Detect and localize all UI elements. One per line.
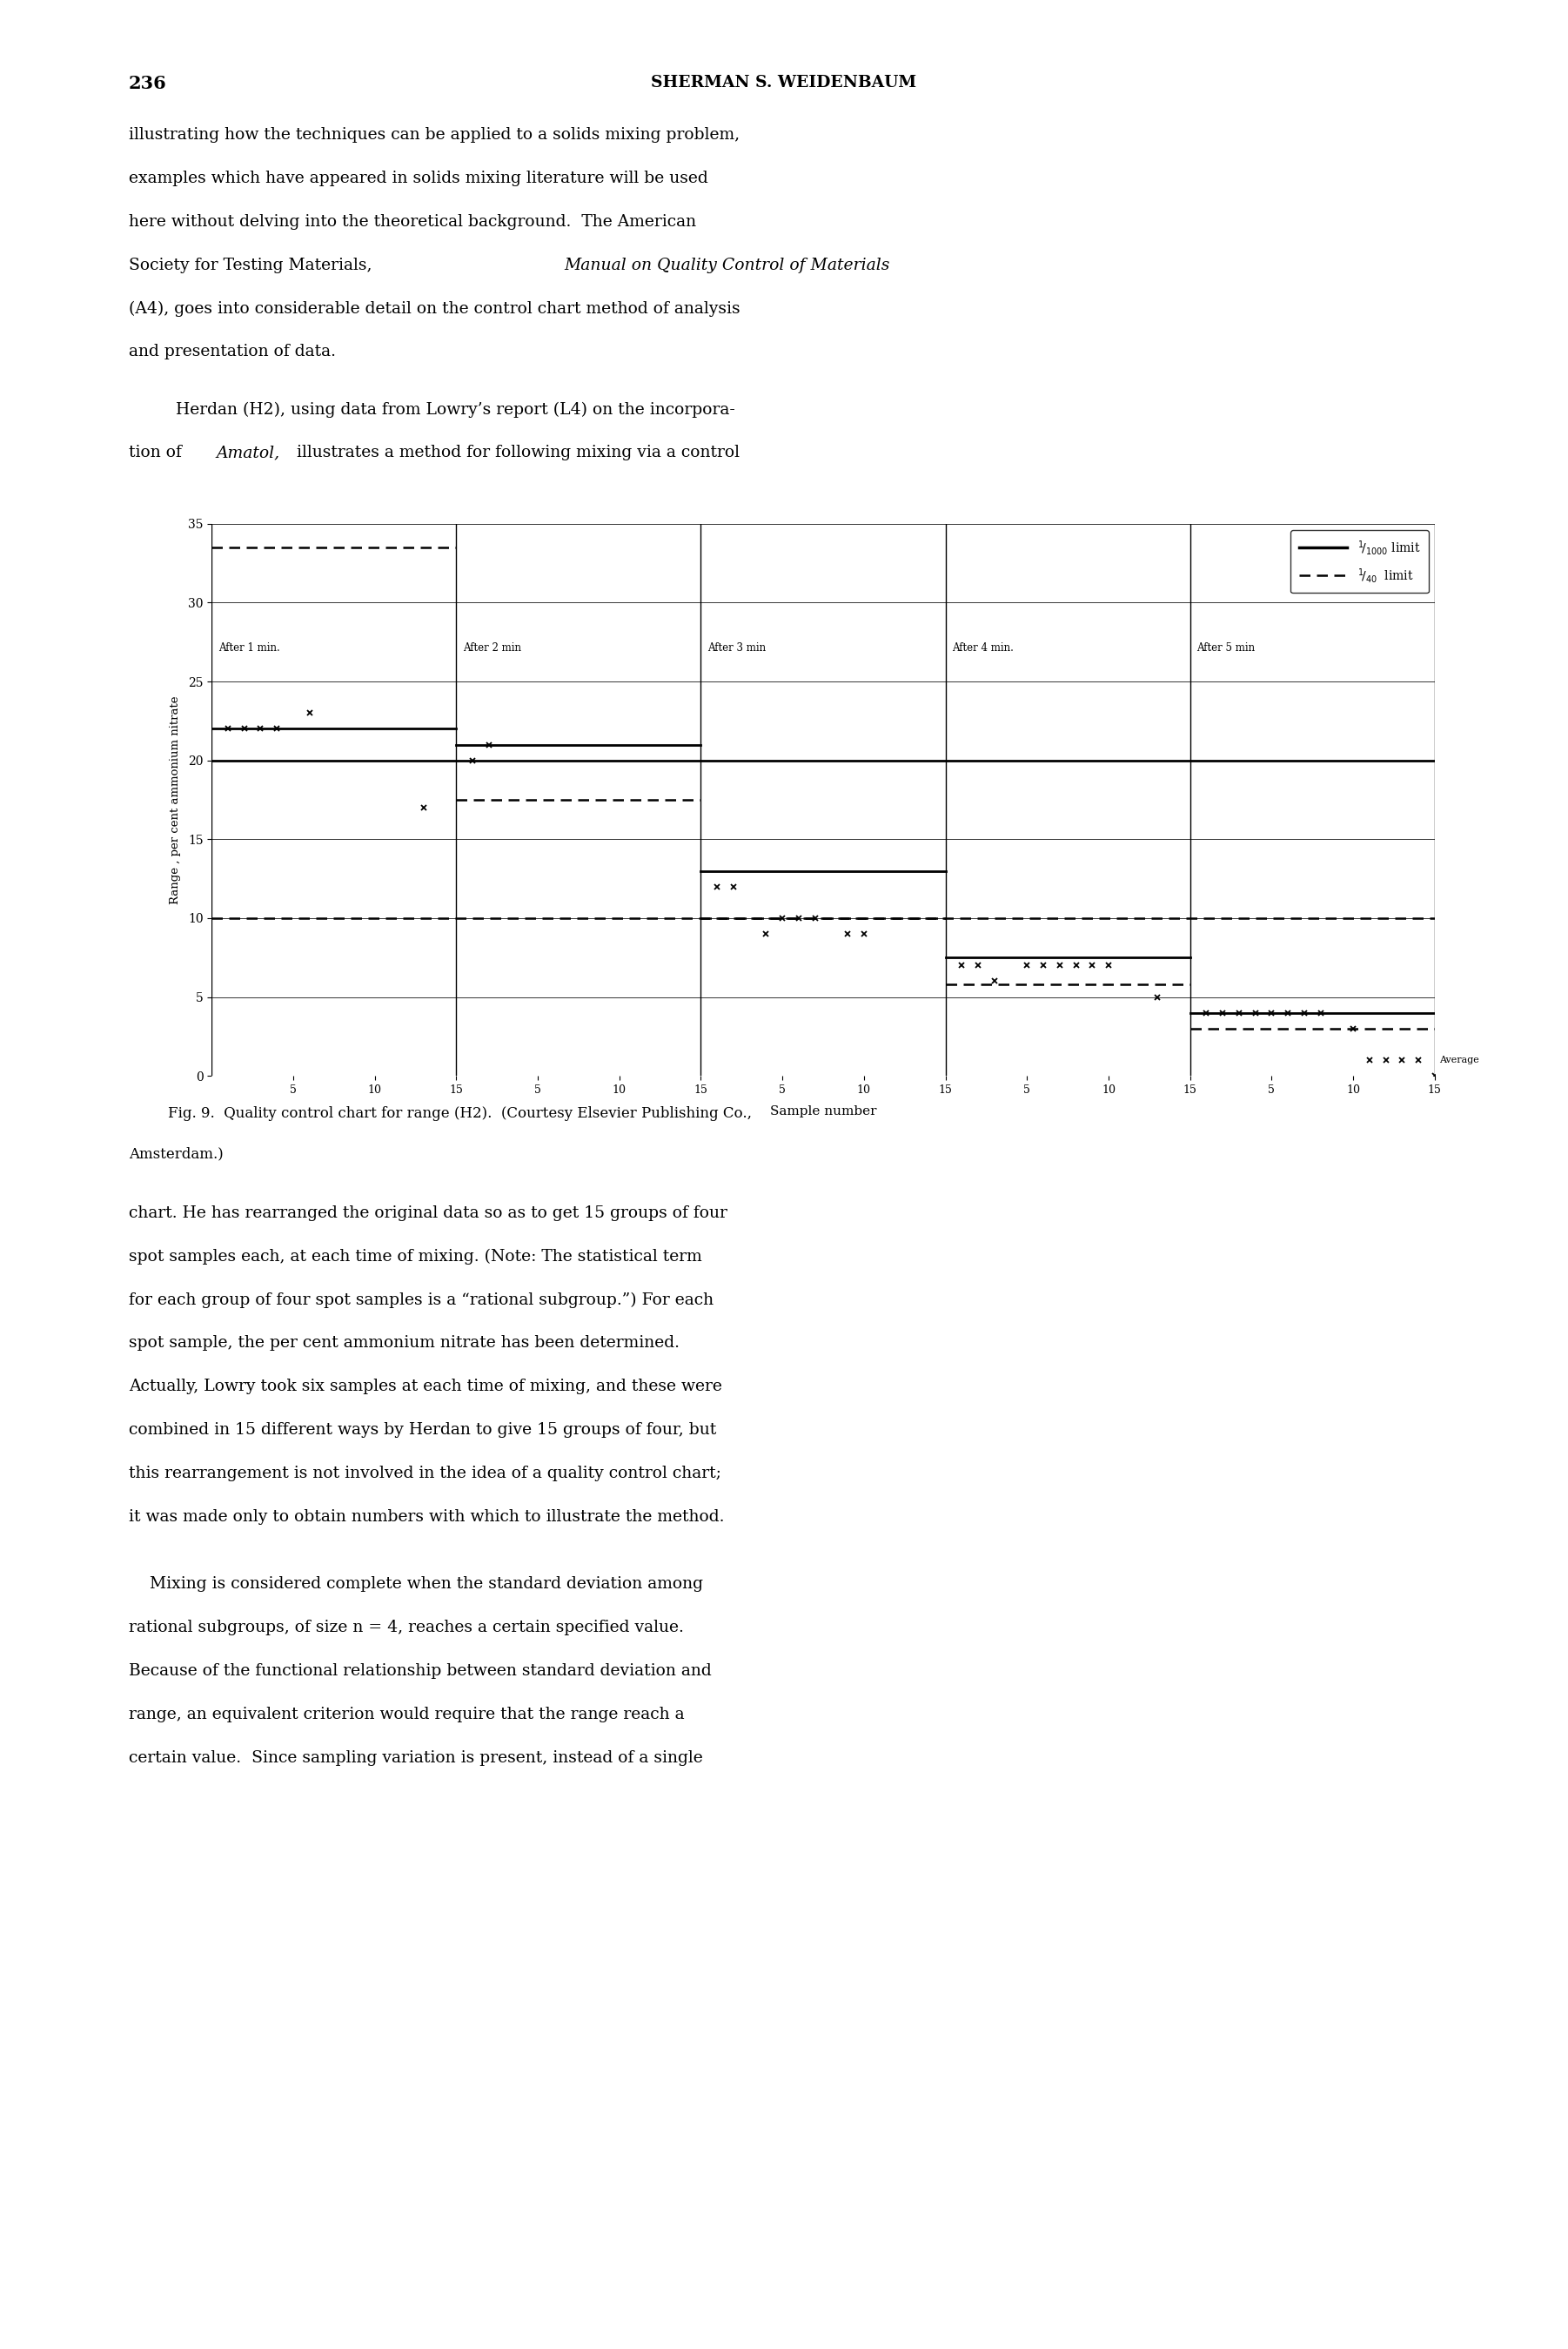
Text: range, an equivalent criterion would require that the range reach a: range, an equivalent criterion would req… [129, 1705, 684, 1722]
Text: Amatol,: Amatol, [216, 446, 281, 460]
Text: Amsterdam.): Amsterdam.) [129, 1146, 223, 1160]
Y-axis label: Range , per cent ammonium nitrate: Range , per cent ammonium nitrate [169, 695, 180, 904]
Text: and presentation of data.: and presentation of data. [129, 345, 336, 359]
Text: After 5 min: After 5 min [1196, 641, 1254, 653]
Text: Average: Average [1439, 1055, 1480, 1064]
Text: After 2 min: After 2 min [463, 641, 521, 653]
Text: After 4 min.: After 4 min. [952, 641, 1013, 653]
Text: for each group of four spot samples is a “rational subgroup.”) For each: for each group of four spot samples is a… [129, 1292, 713, 1308]
Text: spot samples each, at each time of mixing. (Note: The statistical term: spot samples each, at each time of mixin… [129, 1250, 702, 1264]
Text: 236: 236 [129, 75, 166, 92]
Text: Mixing is considered complete when the standard deviation among: Mixing is considered complete when the s… [129, 1576, 702, 1593]
Text: Herdan (H2), using data from Lowry’s report (L4) on the incorpora-: Herdan (H2), using data from Lowry’s rep… [176, 402, 735, 418]
Text: chart. He has rearranged the original data so as to get 15 groups of four: chart. He has rearranged the original da… [129, 1205, 728, 1221]
Text: illustrating how the techniques can be applied to a solids mixing problem,: illustrating how the techniques can be a… [129, 127, 740, 143]
Text: this rearrangement is not involved in the idea of a quality control chart;: this rearrangement is not involved in th… [129, 1466, 721, 1482]
Text: Actually, Lowry took six samples at each time of mixing, and these were: Actually, Lowry took six samples at each… [129, 1379, 721, 1395]
Text: (A4), goes into considerable detail on the control chart method of analysis: (A4), goes into considerable detail on t… [129, 301, 740, 317]
Text: Society for Testing Materials,: Society for Testing Materials, [129, 258, 376, 272]
Text: tion of: tion of [129, 446, 187, 460]
Text: SHERMAN S. WEIDENBAUM: SHERMAN S. WEIDENBAUM [651, 75, 917, 92]
Text: After 1 min.: After 1 min. [218, 641, 279, 653]
Text: spot sample, the per cent ammonium nitrate has been determined.: spot sample, the per cent ammonium nitra… [129, 1334, 679, 1351]
Text: Manual on Quality Control of Materials: Manual on Quality Control of Materials [564, 258, 891, 272]
Text: it was made only to obtain numbers with which to illustrate the method.: it was made only to obtain numbers with … [129, 1508, 724, 1525]
Text: combined in 15 different ways by Herdan to give 15 groups of four, but: combined in 15 different ways by Herdan … [129, 1421, 717, 1438]
Text: After 3 min: After 3 min [707, 641, 765, 653]
Text: examples which have appeared in solids mixing literature will be used: examples which have appeared in solids m… [129, 171, 707, 186]
Text: illustrates a method for following mixing via a control: illustrates a method for following mixin… [292, 446, 740, 460]
Text: certain value.  Since sampling variation is present, instead of a single: certain value. Since sampling variation … [129, 1750, 702, 1766]
Legend: $^{1}\!/_{1000}$ limit, $^{1}\!/_{40}$  limit: $^{1}\!/_{1000}$ limit, $^{1}\!/_{40}$ l… [1290, 531, 1428, 592]
Text: Fig. 9.  Quality control chart for range (H2).  (Courtesy Elsevier Publishing Co: Fig. 9. Quality control chart for range … [168, 1106, 751, 1120]
X-axis label: Sample number: Sample number [770, 1106, 877, 1118]
Text: Because of the functional relationship between standard deviation and: Because of the functional relationship b… [129, 1663, 712, 1680]
Text: here without delving into the theoretical background.  The American: here without delving into the theoretica… [129, 214, 696, 230]
Text: rational subgroups, of size n = 4, reaches a certain specified value.: rational subgroups, of size n = 4, reach… [129, 1621, 684, 1635]
